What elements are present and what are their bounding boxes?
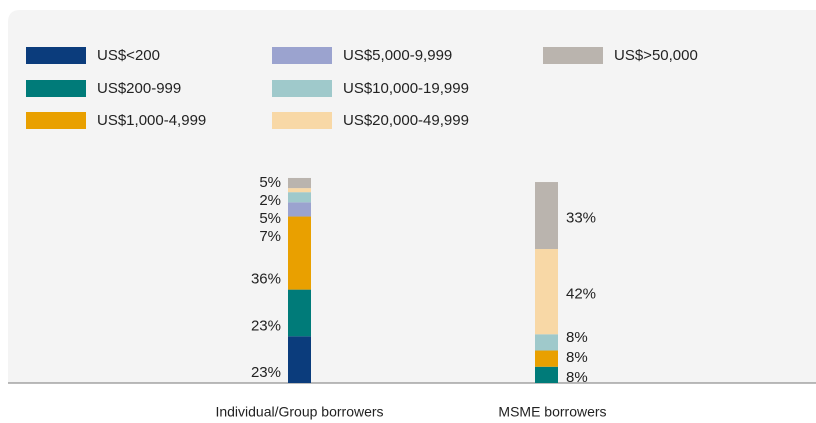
legend-swatch [26,47,86,64]
x-tick-label: MSME borrowers [498,404,606,420]
panel [8,10,816,383]
bar-segment [288,289,311,337]
legend-label: US$200-999 [97,80,181,97]
legend-swatch [272,80,332,97]
value-label: 5% [259,174,281,191]
value-label: 36% [251,271,281,288]
bar-segment [288,202,311,217]
value-label: 2% [259,192,281,209]
value-label: 23% [251,317,281,334]
bar-segment [288,188,311,193]
bar-segment [288,336,311,383]
bar-segment [535,350,558,367]
bar-segment [535,249,558,335]
bar-segment [535,182,558,250]
legend-label: US$1,000-4,999 [97,112,206,129]
value-label: 7% [259,228,281,245]
legend-swatch [543,47,603,64]
value-label: 42% [566,286,596,303]
legend-label: US$20,000-49,999 [343,112,469,129]
bar-segment [535,334,558,351]
bar-segment [288,216,311,290]
bar-segment [535,366,558,383]
value-label: 23% [251,364,281,381]
bar-segment [288,192,311,203]
legend-label: US$10,000-19,999 [343,80,469,97]
legend-swatch [26,112,86,129]
legend-label: US$>50,000 [614,47,698,64]
bar-segment [288,177,311,189]
value-label: 8% [566,369,588,386]
value-label: 5% [259,210,281,227]
value-label: 8% [566,349,588,366]
legend-label: US$<200 [97,47,160,64]
x-tick-label: Individual/Group borrowers [215,404,383,420]
value-label: 33% [566,209,596,226]
value-label: 8% [566,329,588,346]
legend-label: US$5,000-9,999 [343,47,452,64]
legend-swatch [272,47,332,64]
legend-swatch [272,112,332,129]
legend-swatch [26,80,86,97]
